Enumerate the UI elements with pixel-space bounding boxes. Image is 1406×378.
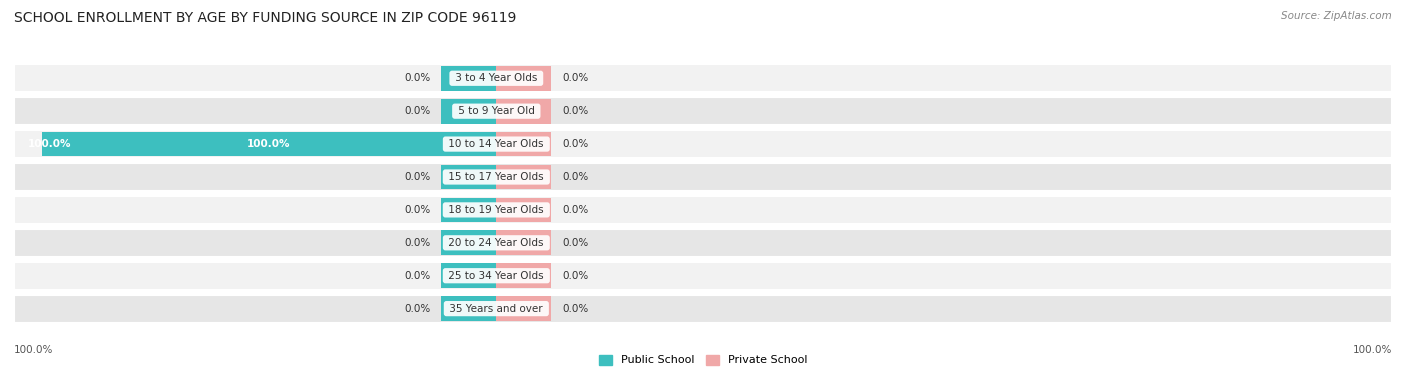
Text: 18 to 19 Year Olds: 18 to 19 Year Olds	[446, 205, 547, 215]
Bar	[14, 262, 1392, 290]
Text: 0.0%: 0.0%	[404, 238, 430, 248]
Text: 0.0%: 0.0%	[562, 205, 589, 215]
Text: 15 to 17 Year Olds: 15 to 17 Year Olds	[446, 172, 547, 182]
Bar	[14, 64, 1392, 92]
Bar	[14, 196, 1392, 224]
Bar	[496, 165, 551, 189]
Text: 0.0%: 0.0%	[404, 304, 430, 314]
Bar	[441, 231, 496, 255]
Text: SCHOOL ENROLLMENT BY AGE BY FUNDING SOURCE IN ZIP CODE 96119: SCHOOL ENROLLMENT BY AGE BY FUNDING SOUR…	[14, 11, 516, 25]
Bar	[441, 66, 496, 91]
Text: 5 to 9 Year Old: 5 to 9 Year Old	[454, 106, 538, 116]
Bar	[496, 99, 551, 124]
Bar	[441, 99, 496, 124]
Text: 0.0%: 0.0%	[562, 238, 589, 248]
Text: 100.0%: 100.0%	[14, 345, 53, 355]
Text: 0.0%: 0.0%	[404, 73, 430, 83]
Bar	[496, 198, 551, 222]
Bar	[14, 97, 1392, 125]
Text: 0.0%: 0.0%	[404, 271, 430, 281]
Text: 0.0%: 0.0%	[562, 139, 589, 149]
Text: 0.0%: 0.0%	[562, 73, 589, 83]
Bar	[496, 263, 551, 288]
Bar	[496, 66, 551, 91]
Bar	[14, 229, 1392, 257]
Bar	[441, 296, 496, 321]
Bar	[496, 296, 551, 321]
Bar	[441, 165, 496, 189]
Bar	[42, 132, 496, 156]
Legend: Public School, Private School: Public School, Private School	[595, 350, 811, 370]
Bar	[496, 132, 551, 156]
Text: 10 to 14 Year Olds: 10 to 14 Year Olds	[446, 139, 547, 149]
Text: 20 to 24 Year Olds: 20 to 24 Year Olds	[446, 238, 547, 248]
Text: Source: ZipAtlas.com: Source: ZipAtlas.com	[1281, 11, 1392, 21]
Text: 35 Years and over: 35 Years and over	[446, 304, 547, 314]
Text: 0.0%: 0.0%	[404, 205, 430, 215]
Text: 0.0%: 0.0%	[562, 271, 589, 281]
Bar	[441, 198, 496, 222]
Bar	[441, 263, 496, 288]
Text: 0.0%: 0.0%	[404, 106, 430, 116]
Text: 100.0%: 100.0%	[247, 139, 291, 149]
Bar	[496, 231, 551, 255]
Bar	[14, 294, 1392, 322]
Bar	[14, 130, 1392, 158]
Text: 100.0%: 100.0%	[28, 139, 72, 149]
Text: 0.0%: 0.0%	[562, 304, 589, 314]
Text: 0.0%: 0.0%	[562, 172, 589, 182]
Text: 0.0%: 0.0%	[562, 106, 589, 116]
Text: 3 to 4 Year Olds: 3 to 4 Year Olds	[451, 73, 541, 83]
Bar	[14, 163, 1392, 191]
Text: 100.0%: 100.0%	[1353, 345, 1392, 355]
Text: 25 to 34 Year Olds: 25 to 34 Year Olds	[446, 271, 547, 281]
Text: 0.0%: 0.0%	[404, 172, 430, 182]
